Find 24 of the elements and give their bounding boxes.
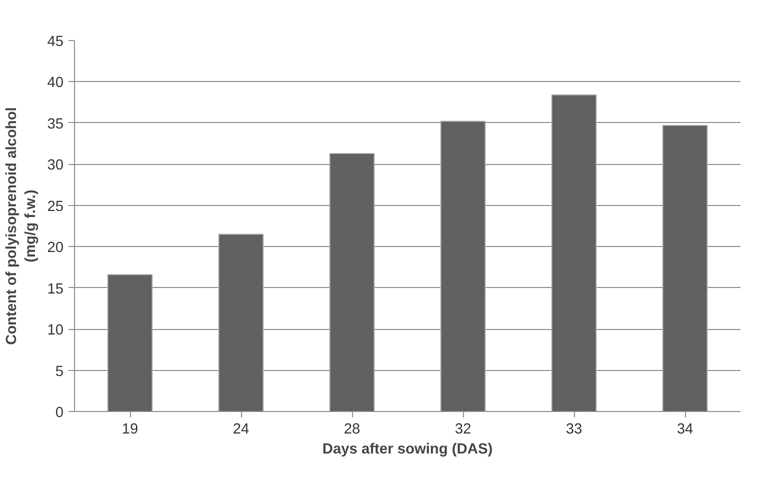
bar <box>551 94 597 412</box>
bar <box>218 234 264 412</box>
x-tick-label: 32 <box>454 422 472 438</box>
bar <box>440 120 486 412</box>
y-tick-label: 45 <box>47 34 64 50</box>
y-tick-label: 0 <box>55 405 64 421</box>
x-axis-title: Days after sowing (DAS) <box>322 442 493 458</box>
y-tick-label: 20 <box>47 240 64 256</box>
y-tick-label: 30 <box>47 158 64 174</box>
y-tick-label: 15 <box>47 281 64 298</box>
x-tick-label: 34 <box>676 422 694 438</box>
bar <box>107 274 153 412</box>
y-tick-label: 5 <box>55 364 64 380</box>
y-tick-label: 10 <box>47 322 64 339</box>
x-tick-label: 24 <box>232 422 250 438</box>
x-tick-label: 19 <box>122 422 138 438</box>
bar <box>662 124 708 412</box>
y-tick-label: 35 <box>47 116 64 132</box>
bar <box>329 152 375 412</box>
x-tick-label: 28 <box>344 422 360 438</box>
x-tick-label: 33 <box>566 422 582 438</box>
y-tick-label: 40 <box>47 75 64 92</box>
y-axis-title: Content of polyisoprenoid alcohol (mg/g f.w.) <box>4 107 40 345</box>
y-tick-label: 25 <box>47 198 64 215</box>
